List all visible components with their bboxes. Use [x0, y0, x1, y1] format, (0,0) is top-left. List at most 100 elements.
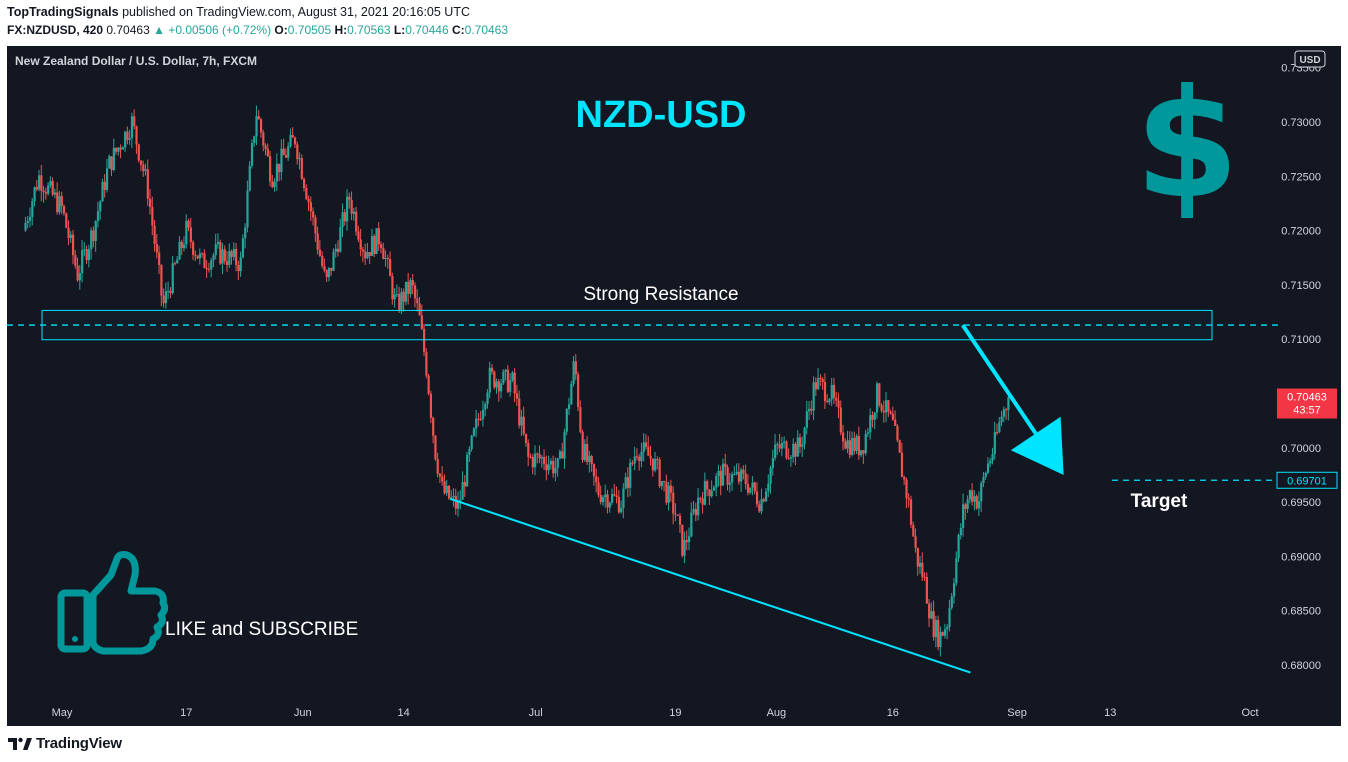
candle-body: [196, 255, 199, 259]
published-text: published on TradingView.com, August 31,…: [118, 5, 470, 19]
candle-body: [149, 198, 152, 208]
candle-body: [495, 381, 498, 388]
symbol-label: FX:NZDUSD, 420: [7, 23, 104, 37]
candle-body: [900, 452, 904, 478]
candle-body: [678, 515, 682, 525]
candle-body: [72, 234, 75, 256]
candle-body: [982, 476, 985, 484]
candle-body: [755, 491, 759, 505]
candle-body: [128, 137, 131, 140]
candle-body: [558, 451, 562, 459]
candle-body: [839, 407, 842, 433]
tradingview-logo[interactable]: TradingView: [8, 735, 122, 752]
tradingview-logo-icon: [8, 737, 32, 750]
pair-title: NZD-USD: [576, 94, 747, 136]
candle-body: [934, 620, 938, 638]
candle-body: [515, 393, 519, 399]
candle-body: [658, 459, 661, 487]
candle-body: [986, 463, 990, 473]
candle-body: [438, 473, 442, 477]
close-value: 0.70463: [464, 23, 509, 37]
candle-body: [121, 147, 125, 150]
candle-body: [685, 539, 688, 543]
candle-body: [991, 453, 994, 461]
candle-body: [812, 382, 815, 411]
time-tick-label: 14: [398, 707, 410, 719]
candle-body: [549, 460, 553, 465]
candle-body: [373, 236, 376, 254]
candle-body: [968, 490, 972, 500]
candle-body: [923, 576, 926, 578]
candle-body: [907, 498, 910, 500]
candle-body: [728, 482, 731, 485]
candle-body: [887, 400, 890, 412]
price-chart[interactable]: Strong Resistance Target New Zealand Dol…: [7, 46, 1341, 726]
candle-body: [90, 230, 93, 250]
time-axis[interactable]: May 17 Jun 14 Jul 19 Aug 16 Sep 13 Oct: [52, 707, 1259, 719]
candle-body: [287, 146, 290, 158]
candle-body: [561, 451, 564, 459]
candle-body: [327, 267, 331, 278]
candle-body: [708, 489, 711, 497]
candle-body: [124, 131, 127, 148]
candle-body: [253, 136, 256, 144]
publisher-name[interactable]: TopTradingSignals: [7, 5, 119, 19]
candle-body: [155, 243, 158, 253]
price-tick-label: 0.73000: [1281, 117, 1321, 129]
candle-body: [119, 147, 122, 150]
candle-body: [205, 267, 208, 269]
chart-panel[interactable]: Strong Resistance Target New Zealand Dol…: [7, 46, 1341, 726]
candle-body: [210, 260, 213, 270]
price-tick-label: 0.69000: [1281, 551, 1321, 563]
candle-body: [864, 433, 867, 454]
target-arrow[interactable]: [961, 323, 1064, 475]
candle-body: [672, 492, 675, 514]
footer: TradingView: [0, 726, 1348, 762]
candle-body: [731, 474, 734, 483]
candle-body: [905, 479, 908, 499]
candles-layer: [24, 105, 1010, 657]
candle-body: [461, 482, 464, 500]
candle-body: [780, 442, 784, 449]
candle-body: [291, 134, 294, 138]
candle-body: [49, 180, 52, 186]
candle-body: [1000, 416, 1003, 423]
candle-body: [162, 295, 165, 304]
candle-body: [928, 603, 931, 619]
price-axis[interactable]: 0.73500 0.73000 0.72500 0.72000 0.71500 0.710…: [1281, 63, 1321, 672]
candle-body: [343, 212, 346, 222]
candle-body: [572, 361, 575, 384]
candle-body: [629, 462, 632, 488]
candle-body: [509, 380, 512, 392]
candle-body: [486, 392, 489, 405]
candle-body: [975, 496, 978, 509]
candle-body: [765, 491, 768, 502]
candle-body: [248, 165, 251, 191]
candle-body: [814, 382, 818, 390]
candle-body: [51, 180, 54, 195]
candle-body: [296, 144, 299, 160]
candle-body: [848, 440, 851, 456]
candle-body: [948, 607, 951, 628]
candle-body: [264, 145, 267, 149]
price-tick-label: 0.68500: [1281, 606, 1321, 618]
candle-body: [866, 432, 870, 434]
candle-body: [844, 441, 847, 449]
candle-body: [182, 244, 186, 249]
candle-body: [404, 281, 408, 302]
candle-body: [443, 481, 446, 494]
open-value: 0.70505: [287, 23, 332, 37]
candle-body: [110, 156, 113, 171]
candle-body: [980, 483, 983, 502]
candle-body: [903, 477, 906, 480]
candle-body: [717, 470, 720, 477]
candle-body: [966, 499, 969, 509]
candle-body: [921, 562, 924, 577]
candle-body: [724, 463, 727, 468]
candle-body: [262, 132, 265, 146]
candle-body: [885, 400, 888, 413]
candle-body: [171, 263, 174, 294]
candle-body: [339, 227, 342, 252]
candle-body: [284, 155, 288, 158]
support-trendline[interactable]: [449, 497, 971, 674]
